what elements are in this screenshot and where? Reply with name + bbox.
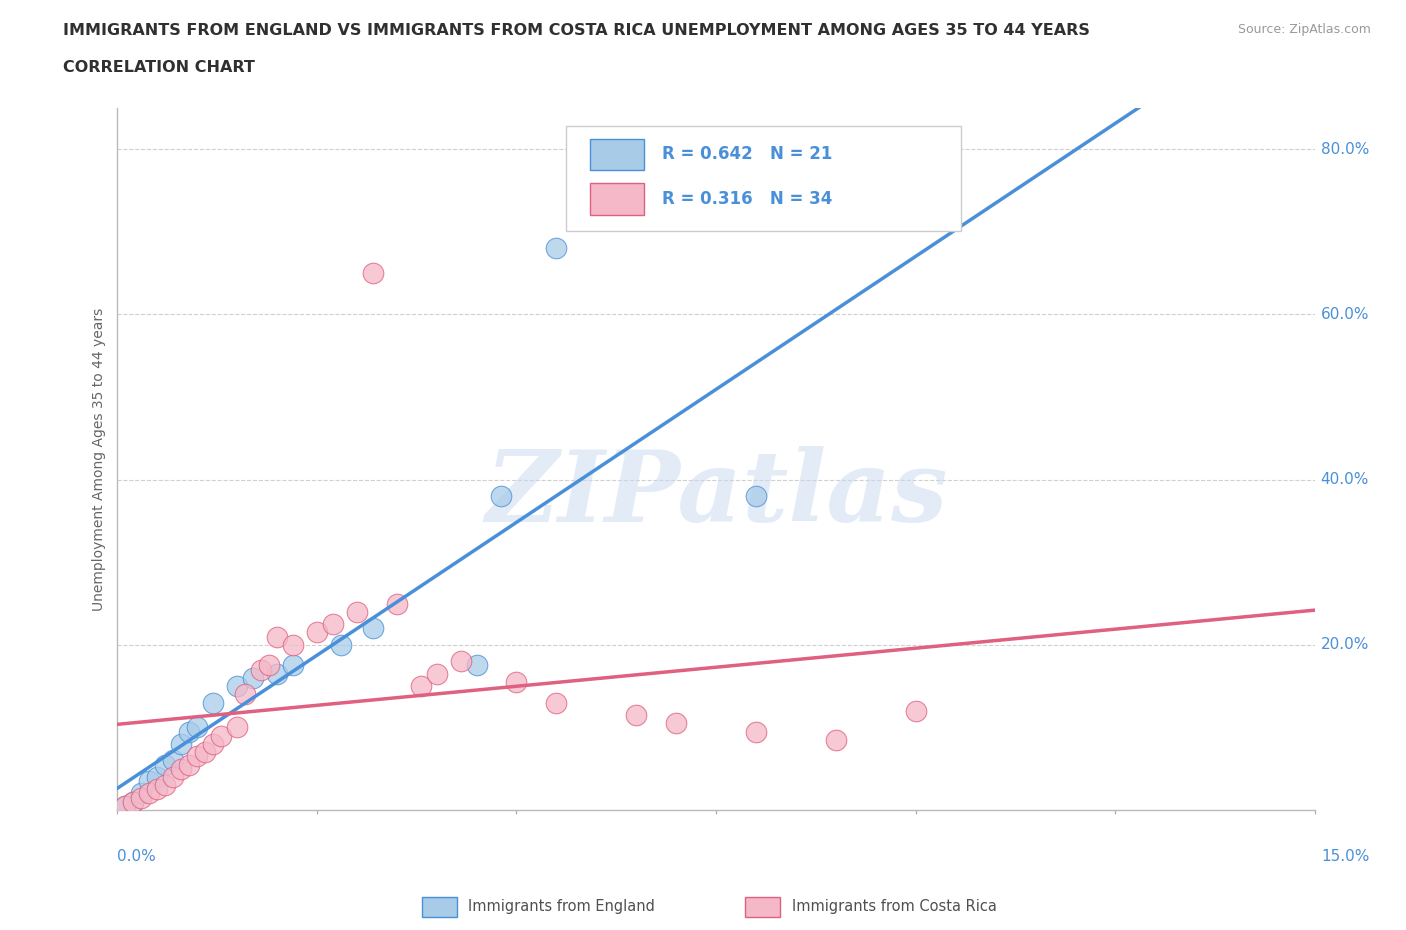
Text: CORRELATION CHART: CORRELATION CHART (63, 60, 254, 75)
Text: 80.0%: 80.0% (1320, 141, 1369, 157)
Point (162, 769, 184, 784)
Point (155, 757, 177, 772)
Point (346, 604, 368, 619)
Point (489, 488, 512, 503)
Point (361, 621, 384, 636)
Text: IMMIGRANTS FROM ENGLAND VS IMMIGRANTS FROM COSTA RICA UNEMPLOYMENT AMONG AGES 35: IMMIGRANTS FROM ENGLAND VS IMMIGRANTS FR… (63, 23, 1090, 38)
Text: 20.0%: 20.0% (1320, 637, 1369, 652)
FancyBboxPatch shape (591, 139, 644, 170)
Point (186, 720, 208, 735)
Point (361, 266, 384, 281)
Text: R = 0.316   N = 34: R = 0.316 N = 34 (662, 191, 832, 208)
Point (546, 695, 568, 710)
Point (250, 662, 273, 677)
Point (305, 625, 328, 640)
Point (146, 769, 169, 784)
Point (426, 666, 449, 681)
Text: R = 0.642   N = 21: R = 0.642 N = 21 (662, 145, 832, 164)
Point (745, 724, 768, 739)
Text: 15.0%: 15.0% (1322, 849, 1369, 864)
Point (194, 745, 217, 760)
Point (409, 679, 432, 694)
Point (450, 654, 472, 669)
Point (257, 658, 280, 673)
Point (114, 798, 136, 813)
Point (226, 720, 249, 735)
Point (138, 786, 160, 801)
Point (114, 798, 136, 813)
Point (266, 666, 288, 681)
Point (122, 794, 145, 809)
Point (322, 617, 344, 631)
Point (385, 596, 408, 611)
Point (122, 794, 145, 809)
Point (665, 716, 688, 731)
Point (170, 762, 193, 777)
Point (329, 637, 352, 652)
Point (624, 708, 647, 723)
Text: ZIPatlas: ZIPatlas (485, 445, 948, 542)
Text: 40.0%: 40.0% (1320, 472, 1369, 487)
Text: Source: ZipAtlas.com: Source: ZipAtlas.com (1237, 23, 1371, 36)
Point (209, 728, 232, 743)
Point (465, 658, 488, 673)
Point (131, 786, 153, 801)
FancyBboxPatch shape (591, 183, 644, 215)
Point (745, 488, 768, 503)
Point (505, 674, 527, 689)
Point (281, 637, 304, 652)
Point (162, 753, 184, 768)
Text: Immigrants from Costa Rica: Immigrants from Costa Rica (792, 899, 997, 914)
Point (202, 737, 225, 751)
Point (281, 658, 304, 673)
Point (170, 737, 193, 751)
Point (155, 777, 177, 792)
Point (904, 703, 927, 718)
Point (138, 774, 160, 789)
FancyBboxPatch shape (567, 126, 962, 231)
Point (266, 629, 288, 644)
Point (226, 679, 249, 694)
Text: 0.0%: 0.0% (118, 849, 156, 864)
Point (546, 241, 568, 256)
Text: Immigrants from England: Immigrants from England (468, 899, 655, 914)
Point (186, 749, 208, 764)
Point (146, 782, 169, 797)
Point (179, 757, 201, 772)
Point (202, 695, 225, 710)
Y-axis label: Unemployment Among Ages 35 to 44 years: Unemployment Among Ages 35 to 44 years (93, 307, 107, 611)
Point (179, 724, 201, 739)
Point (242, 671, 264, 685)
Point (824, 732, 846, 747)
Point (131, 790, 153, 805)
Point (233, 687, 256, 702)
Text: 60.0%: 60.0% (1320, 307, 1369, 322)
